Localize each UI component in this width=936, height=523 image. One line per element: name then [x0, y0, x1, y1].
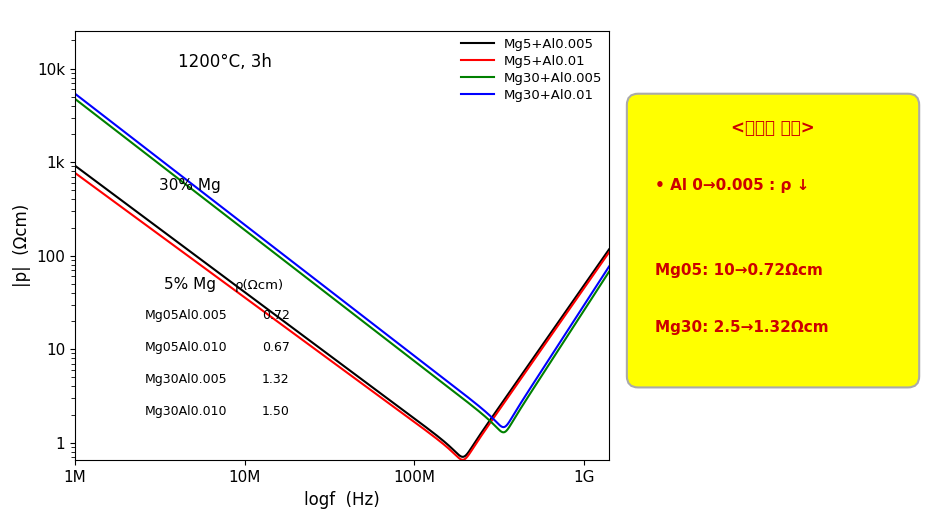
Text: 0.72: 0.72 — [261, 309, 289, 322]
Text: 1.32: 1.32 — [261, 373, 289, 386]
Text: ρ(Ωcm): ρ(Ωcm) — [235, 279, 284, 292]
Text: 30% Mg: 30% Mg — [159, 178, 221, 193]
Mg5+Al0.01 — [603, 249, 614, 255]
Mg30+Al0.005 — [603, 269, 614, 275]
Mg5+Al0.005 — [457, 454, 468, 460]
Line: Mg30+Al0.01: Mg30+Al0.01 — [75, 94, 608, 427]
Mg5+Al0.005 — [535, 344, 547, 350]
Line: Mg5+Al0.005: Mg5+Al0.005 — [75, 166, 608, 457]
FancyBboxPatch shape — [626, 94, 918, 388]
Text: 0.67: 0.67 — [261, 341, 289, 354]
Text: 5% Mg: 5% Mg — [164, 277, 215, 292]
Mg30+Al0.005 — [130, 143, 141, 149]
Mg5+Al0.005 — [592, 261, 604, 267]
Mg5+Al0.005 — [603, 246, 614, 253]
Text: Mg30: 2.5→1.32Ωcm: Mg30: 2.5→1.32Ωcm — [654, 320, 827, 335]
Mg30+Al0.01 — [130, 138, 141, 144]
Mg5+Al0.01 — [457, 457, 468, 463]
Mg30+Al0.005 — [162, 167, 173, 174]
Text: 1200°C, 3h: 1200°C, 3h — [178, 53, 271, 71]
Text: Mg05Al0.010: Mg05Al0.010 — [144, 341, 227, 354]
Text: Mg30Al0.005: Mg30Al0.005 — [144, 373, 227, 386]
Line: Mg30+Al0.005: Mg30+Al0.005 — [75, 99, 608, 433]
Mg5+Al0.01 — [274, 320, 285, 326]
Mg5+Al0.005 — [297, 332, 308, 338]
Mg5+Al0.005 — [162, 232, 173, 238]
Text: Mg05Al0.005: Mg05Al0.005 — [144, 309, 227, 322]
Mg30+Al0.01 — [162, 162, 173, 168]
Mg30+Al0.005 — [69, 96, 80, 102]
Legend: Mg5+Al0.005, Mg5+Al0.01, Mg30+Al0.005, Mg30+Al0.01: Mg5+Al0.005, Mg5+Al0.01, Mg30+Al0.005, M… — [461, 38, 602, 102]
Mg5+Al0.005 — [130, 208, 141, 214]
Text: Mg05: 10→0.72Ωcm: Mg05: 10→0.72Ωcm — [654, 263, 822, 278]
Mg30+Al0.005 — [592, 285, 604, 291]
Mg30+Al0.01 — [297, 267, 308, 273]
Mg30+Al0.01 — [274, 249, 285, 255]
Mg5+Al0.01 — [130, 214, 141, 221]
Mg5+Al0.005 — [274, 315, 285, 321]
Mg5+Al0.005 — [69, 163, 80, 169]
Mg30+Al0.01 — [535, 368, 547, 374]
Text: <비저항 변화>: <비저항 변화> — [730, 119, 814, 137]
Text: 1.50: 1.50 — [261, 405, 289, 418]
Mg5+Al0.01 — [297, 337, 308, 343]
Mg30+Al0.01 — [497, 424, 508, 430]
Y-axis label: |p|  (Ωcm): |p| (Ωcm) — [13, 204, 31, 288]
Mg30+Al0.005 — [297, 272, 308, 278]
X-axis label: logf  (Hz): logf (Hz) — [304, 491, 379, 508]
Mg5+Al0.01 — [535, 346, 547, 353]
Mg30+Al0.005 — [274, 254, 285, 260]
Mg30+Al0.01 — [69, 90, 80, 97]
Mg5+Al0.01 — [592, 264, 604, 270]
Text: Mg30Al0.010: Mg30Al0.010 — [144, 405, 227, 418]
Text: • Al 0→0.005 : ρ ↓: • Al 0→0.005 : ρ ↓ — [654, 178, 809, 194]
Mg30+Al0.005 — [497, 429, 508, 436]
Mg5+Al0.01 — [162, 237, 173, 244]
Mg30+Al0.01 — [592, 279, 604, 286]
Mg30+Al0.01 — [603, 264, 614, 270]
Line: Mg5+Al0.01: Mg5+Al0.01 — [75, 173, 608, 460]
Mg5+Al0.01 — [69, 170, 80, 176]
Mg30+Al0.005 — [535, 373, 547, 380]
